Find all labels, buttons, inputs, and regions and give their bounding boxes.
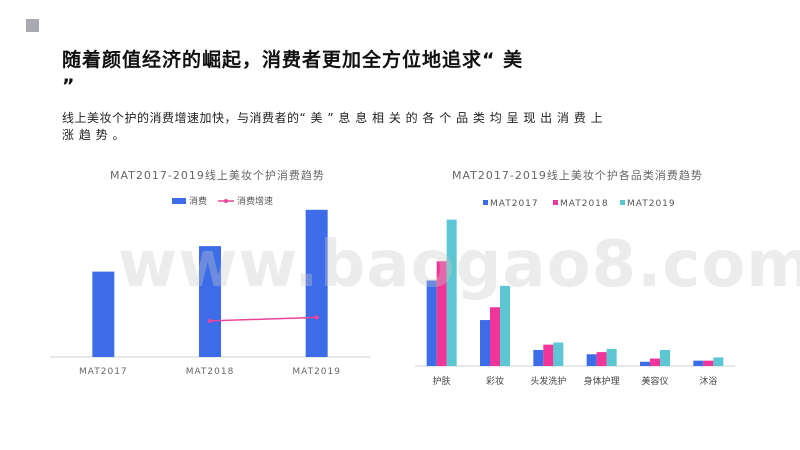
legend-label-MAT2018: MAT2018 (560, 199, 609, 209)
x-tick-label-彩妆: 彩妆 (486, 375, 504, 387)
right-chart-title: MAT2017-2019线上美妆个护各品类消费趋势 (452, 169, 703, 182)
legend-swatch-MAT2019 (620, 200, 625, 205)
page-subtitle: 线上美妆个护的消费增速加快，与消费者的“ 美 ” 息 息 相 关 的 各 个 品… (62, 111, 604, 142)
bar-MAT2018-头发洗护 (543, 344, 554, 366)
legend-marker-growth (224, 199, 228, 203)
bar-MAT2019-彩妆 (500, 285, 510, 366)
x-tick-label-沐浴: 沐浴 (699, 375, 717, 387)
bar-MAT2019-头发洗护 (553, 342, 564, 366)
bar-MAT2017-身体护理 (586, 354, 597, 366)
bar-MAT2019-身体护理 (606, 348, 617, 366)
bar-MAT2019-沐浴 (713, 357, 724, 366)
x-tick-label-MAT2018: MAT2018 (186, 367, 235, 377)
watermark-text: www.baogao8.com (118, 228, 800, 302)
bar-MAT2018-美容仪 (650, 358, 660, 366)
decorative-square-icon (26, 19, 39, 32)
legend-swatch-consumption (172, 198, 186, 204)
x-tick-label-护肤: 护肤 (433, 375, 451, 387)
legend-label-consumption: 消费 (189, 195, 207, 207)
bar-MAT2019-护肤 (446, 219, 457, 366)
x-tick-label-美容仪: 美容仪 (641, 375, 668, 387)
bar-MAT2018-身体护理 (596, 352, 607, 366)
page-title: 随着颜值经济的崛起，消费者更加全方位地追求“ 美 ” (62, 49, 524, 97)
bar-MAT2018-沐浴 (703, 360, 714, 366)
line-growth-series (209, 316, 317, 322)
x-tick-label-身体护理: 身体护理 (584, 375, 620, 387)
bar-consumption-MAT2019 (305, 209, 328, 357)
x-tick-label-MAT2019: MAT2019 (292, 367, 341, 377)
bar-MAT2017-护肤 (426, 280, 437, 366)
left-chart-title: MAT2017-2019线上美妆个护消费趋势 (110, 169, 325, 182)
bar-MAT2017-美容仪 (640, 361, 650, 366)
bar-MAT2019-美容仪 (660, 349, 670, 366)
bar-MAT2018-彩妆 (490, 307, 500, 366)
legend-swatch-MAT2018 (553, 200, 558, 205)
bar-MAT2017-沐浴 (693, 360, 704, 366)
legend-swatch-MAT2017 (483, 200, 488, 205)
legend-label-MAT2019: MAT2019 (627, 199, 676, 209)
bar-MAT2017-彩妆 (480, 320, 490, 366)
point-growth-2 (314, 315, 319, 320)
point-growth-1 (207, 318, 213, 324)
bar-consumption-MAT2018 (199, 246, 221, 357)
x-tick-label-头发洗护: 头发洗护 (530, 375, 566, 387)
legend-label-growth: 消费增速 (237, 195, 273, 207)
x-tick-label-MAT2017: MAT2017 (79, 367, 128, 377)
legend-label-MAT2017: MAT2017 (490, 199, 539, 209)
bar-MAT2018-护肤 (436, 261, 447, 366)
bar-MAT2017-头发洗护 (533, 349, 544, 366)
bar-consumption-MAT2017 (92, 271, 115, 357)
